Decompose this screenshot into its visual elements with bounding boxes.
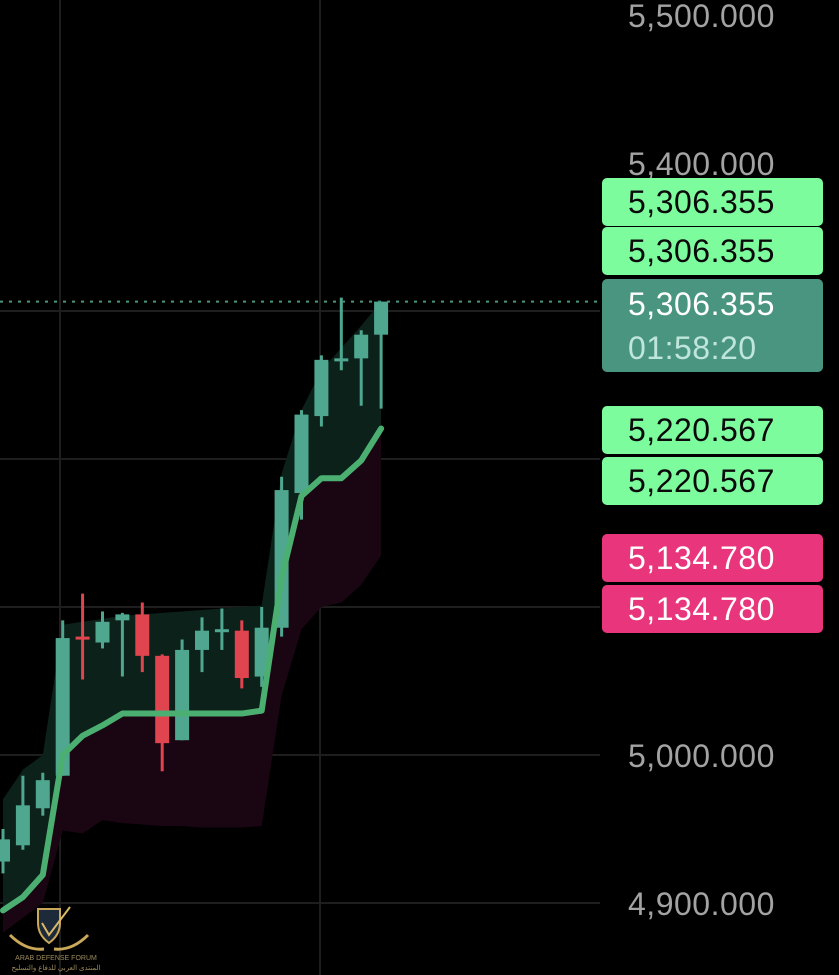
candle — [234, 620, 249, 689]
candle-body — [214, 629, 229, 633]
y-tick-label: 5,500.000 — [628, 0, 775, 34]
candle — [15, 775, 30, 850]
candle — [374, 301, 389, 409]
watermark-text-ar: المنتدى العربي للدفاع والتسليح — [11, 965, 101, 972]
price-tag-lower-band: 5,134.780 — [602, 534, 823, 582]
y-tick-label: 5,400.000 — [628, 146, 775, 182]
trend-line-path — [0, 425, 385, 914]
candle-body — [374, 301, 389, 335]
trend-line — [0, 425, 385, 914]
candle — [95, 611, 110, 649]
shield-logo-icon — [8, 906, 90, 951]
price-tag-upper-band: 5,306.355 — [602, 178, 823, 226]
candle-body — [334, 358, 349, 362]
candle-body — [354, 334, 369, 359]
candle — [314, 355, 329, 427]
y-tick-label: 5,000.000 — [628, 738, 775, 774]
last-price-tag: 5,306.355 01:58:20 — [602, 279, 823, 372]
candle-body — [0, 839, 10, 862]
candle-body — [75, 636, 90, 640]
candle-body — [175, 649, 190, 741]
price-tag-upper-band: 5,306.355 — [602, 227, 823, 275]
candle — [75, 593, 90, 680]
candle-body — [95, 621, 110, 643]
price-tag-trend-line: 5,220.567 — [602, 457, 823, 505]
upper-band-fill — [3, 301, 382, 911]
candle — [0, 829, 10, 874]
candle-countdown: 01:58:20 — [628, 330, 757, 366]
candle-body — [135, 614, 150, 656]
candle-body — [15, 805, 30, 846]
band-fills — [3, 301, 382, 933]
candle-body — [314, 359, 329, 417]
candle — [214, 608, 229, 650]
candle — [254, 607, 269, 687]
candle-body — [155, 655, 170, 744]
price-tag-lower-band: 5,134.780 — [602, 585, 823, 633]
lower-band-fill — [3, 428, 382, 933]
y-tick-label: 4,900.000 — [628, 886, 775, 922]
watermark-text-en: ARAB DEFENSE FORUM — [15, 955, 97, 962]
candle-body — [195, 630, 209, 650]
candle — [55, 620, 70, 776]
candle — [195, 617, 209, 673]
candle — [135, 602, 150, 673]
candle-body — [35, 780, 50, 809]
candle-body — [254, 627, 269, 677]
candles — [0, 297, 389, 874]
last-price-value: 5,306.355 — [628, 286, 775, 322]
candle-body — [294, 414, 309, 494]
candle — [334, 297, 349, 371]
candle-body — [115, 614, 130, 621]
price-tag-trend-line: 5,220.567 — [602, 406, 823, 454]
candle — [175, 639, 190, 741]
candle-body — [55, 638, 70, 776]
candle — [354, 330, 369, 406]
candle — [115, 612, 130, 677]
candle — [35, 772, 50, 816]
candle-body — [234, 630, 249, 679]
watermark-logo: ARAB DEFENSE FORUM المنتدى العربي للدفاع… — [6, 905, 100, 973]
